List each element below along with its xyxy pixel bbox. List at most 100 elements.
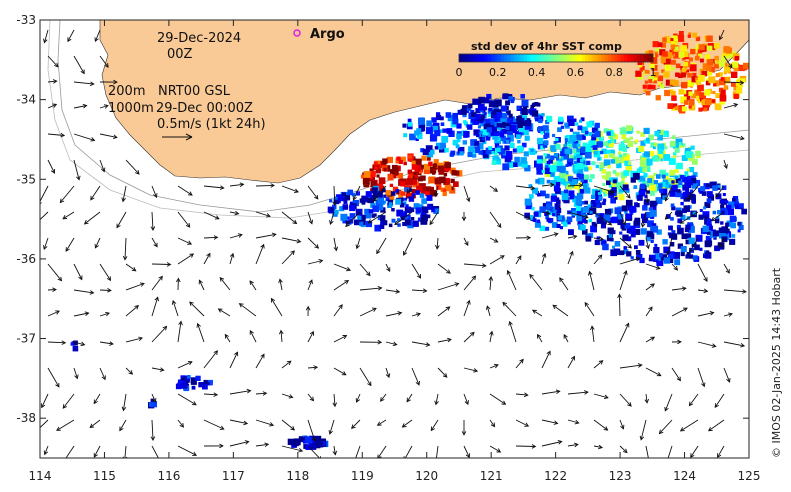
sst-pixel (636, 168, 641, 172)
sst-pixel (544, 132, 550, 138)
sst-pixel (575, 198, 582, 206)
sst-pixel (426, 214, 431, 219)
sst-pixel (386, 156, 393, 164)
sst-pixel (719, 78, 726, 86)
current-vector-arrow (333, 367, 347, 376)
current-vector-arrow (593, 444, 604, 450)
colorbar-swatch (549, 54, 554, 62)
sst-pixel (383, 194, 387, 198)
sst-pixel (408, 196, 415, 202)
sst-pixel (667, 256, 674, 264)
sst-pixel (629, 136, 633, 140)
current-vector-arrow (664, 211, 673, 220)
current-vector-arrow (723, 367, 731, 383)
current-vector-arrow (255, 183, 276, 188)
current-vector-arrow (437, 282, 460, 291)
sst-pixel (475, 108, 481, 114)
current-vector-arrow (332, 185, 337, 207)
sst-pixel (372, 192, 379, 199)
product-time-label: 29-Dec 00:00Z (156, 101, 253, 116)
sst-pixel (688, 237, 695, 244)
sst-pixel (651, 155, 659, 162)
current-vector-arrow (307, 330, 314, 343)
colorbar-swatch (526, 54, 531, 62)
sst-pixel (330, 207, 334, 211)
sst-pixel (689, 64, 697, 72)
sst-pixel (680, 72, 686, 78)
sst-pixel (462, 140, 467, 145)
current-vector-arrow (89, 419, 101, 429)
sst-pixel (416, 185, 423, 193)
sst-pixel (475, 114, 481, 120)
sst-pixel (417, 217, 423, 222)
sst-pixel (556, 160, 563, 166)
current-vector-arrow (359, 263, 371, 277)
sst-pixel (371, 214, 376, 218)
sst-pixel (545, 165, 549, 169)
sst-pixel (368, 209, 374, 214)
sst-pixel (603, 159, 611, 166)
sst-pixel (697, 84, 704, 92)
sst-pixel (696, 80, 702, 85)
sst-pixel (674, 52, 680, 58)
sst-pixel (640, 141, 646, 147)
sst-pixel (506, 117, 513, 123)
sst-pixel (706, 223, 712, 230)
current-vector-arrow (563, 333, 569, 343)
current-vector-arrow (121, 185, 127, 203)
current-vector-arrow (203, 443, 224, 449)
sst-pixel (606, 235, 613, 242)
sst-pixel (677, 227, 684, 235)
colorbar-swatch (471, 54, 476, 62)
sst-pixel (663, 71, 670, 78)
sst-pixel (618, 154, 622, 158)
sst-pixel (547, 117, 552, 122)
sst-pixel (675, 181, 680, 187)
sst-pixel (715, 93, 721, 98)
sst-pixel (577, 220, 583, 226)
sst-pixel (661, 69, 665, 73)
sst-pixel (608, 234, 613, 238)
sst-pixel (495, 158, 501, 165)
sst-pixel (715, 73, 720, 78)
current-vector-arrow (664, 393, 673, 412)
current-vector-arrow (99, 79, 118, 85)
sst-pixel (582, 157, 586, 161)
sst-pixel (507, 131, 514, 138)
sst-pixel (485, 136, 491, 141)
sst-pixel (552, 133, 556, 138)
current-vector-arrow (723, 312, 734, 317)
sst-pixel (707, 45, 713, 51)
sst-pixel (395, 198, 402, 205)
sst-pixel (659, 169, 667, 177)
current-vector-arrow (176, 277, 181, 291)
sst-pixel (450, 178, 455, 184)
sst-pixel (579, 119, 583, 123)
lat-tick-label: -36 (16, 252, 36, 266)
sst-pixel (418, 124, 425, 132)
sst-pixel (391, 164, 398, 171)
date-label: 29-Dec-2024 (157, 31, 241, 46)
current-vector-arrow (40, 393, 49, 409)
current-vector-arrow (567, 234, 578, 240)
colorbar-swatch (585, 54, 589, 62)
current-vector-arrow (531, 309, 543, 317)
sst-pixel (601, 188, 605, 192)
sst-pixel (473, 129, 479, 135)
colorbar-tick-label: 0.8 (605, 66, 623, 79)
sst-pixel (588, 166, 592, 171)
sst-pixel (467, 152, 473, 158)
sst-pixel (587, 204, 591, 208)
sst-pixel (391, 191, 396, 196)
sst-pixel (621, 141, 625, 145)
sst-pixel (725, 222, 730, 227)
sst-pixel (545, 153, 550, 159)
sst-pixel (680, 214, 686, 220)
sst-pixel (561, 155, 566, 160)
sst-pixel (712, 210, 717, 215)
sst-pixel (417, 176, 423, 182)
sst-pixel (435, 114, 442, 121)
sst-pixel (720, 89, 726, 95)
current-vector-arrow (723, 159, 728, 170)
sst-pixel (720, 198, 727, 205)
